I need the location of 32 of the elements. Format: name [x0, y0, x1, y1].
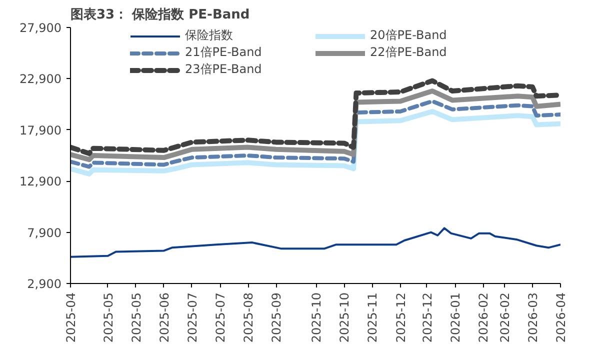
- y-tick-label: 7,900: [27, 226, 62, 240]
- x-tick-label: 2025-06: [157, 292, 172, 343]
- legend-label: 20倍PE-Band: [370, 27, 448, 44]
- line-series: [70, 227, 560, 258]
- x-tick-label: 2025-04: [64, 292, 78, 343]
- y-tick-label: 12,900: [20, 174, 62, 189]
- x-tick-label: 2025-05: [129, 292, 144, 343]
- legend-label: 22倍PE-Band: [370, 44, 448, 61]
- x-tick-label: 2025-05: [101, 292, 116, 343]
- x-tick-label: 2026-04: [554, 292, 568, 343]
- x-tick-label: 2026-02: [476, 292, 491, 343]
- x-tick-label: 2026-01: [448, 292, 463, 343]
- legend-label: 21倍PE-Band: [185, 44, 263, 61]
- legend-label: 23倍PE-Band: [185, 61, 263, 78]
- y-tick-label: 22,900: [20, 72, 62, 86]
- x-tick-label: 2025-10: [310, 292, 324, 343]
- x-tick-label: 2026-03: [526, 292, 540, 343]
- y-tick-label: 27,900: [20, 21, 62, 35]
- x-tick-label: 2025-11: [366, 292, 380, 343]
- y-tick-label: 2,900: [27, 277, 62, 291]
- x-tick-label: 2025-12: [394, 292, 408, 343]
- x-tick-label: 2025-09: [270, 292, 284, 343]
- legend-label: 保险指数: [185, 27, 234, 44]
- x-tick-label: 2025-07: [214, 292, 228, 343]
- x-tick-label: 2025-10: [338, 292, 352, 343]
- x-tick-label: 2025-08: [242, 292, 256, 343]
- x-tick-label: 2026-02: [498, 292, 512, 343]
- line-series: [70, 99, 560, 169]
- y-tick-label: 17,900: [20, 123, 62, 138]
- x-tick-label: 2025-12: [420, 292, 434, 343]
- chart-title: 图表33： 保险指数 PE-Band: [70, 8, 250, 22]
- x-tick-label: 2025-07: [186, 292, 200, 343]
